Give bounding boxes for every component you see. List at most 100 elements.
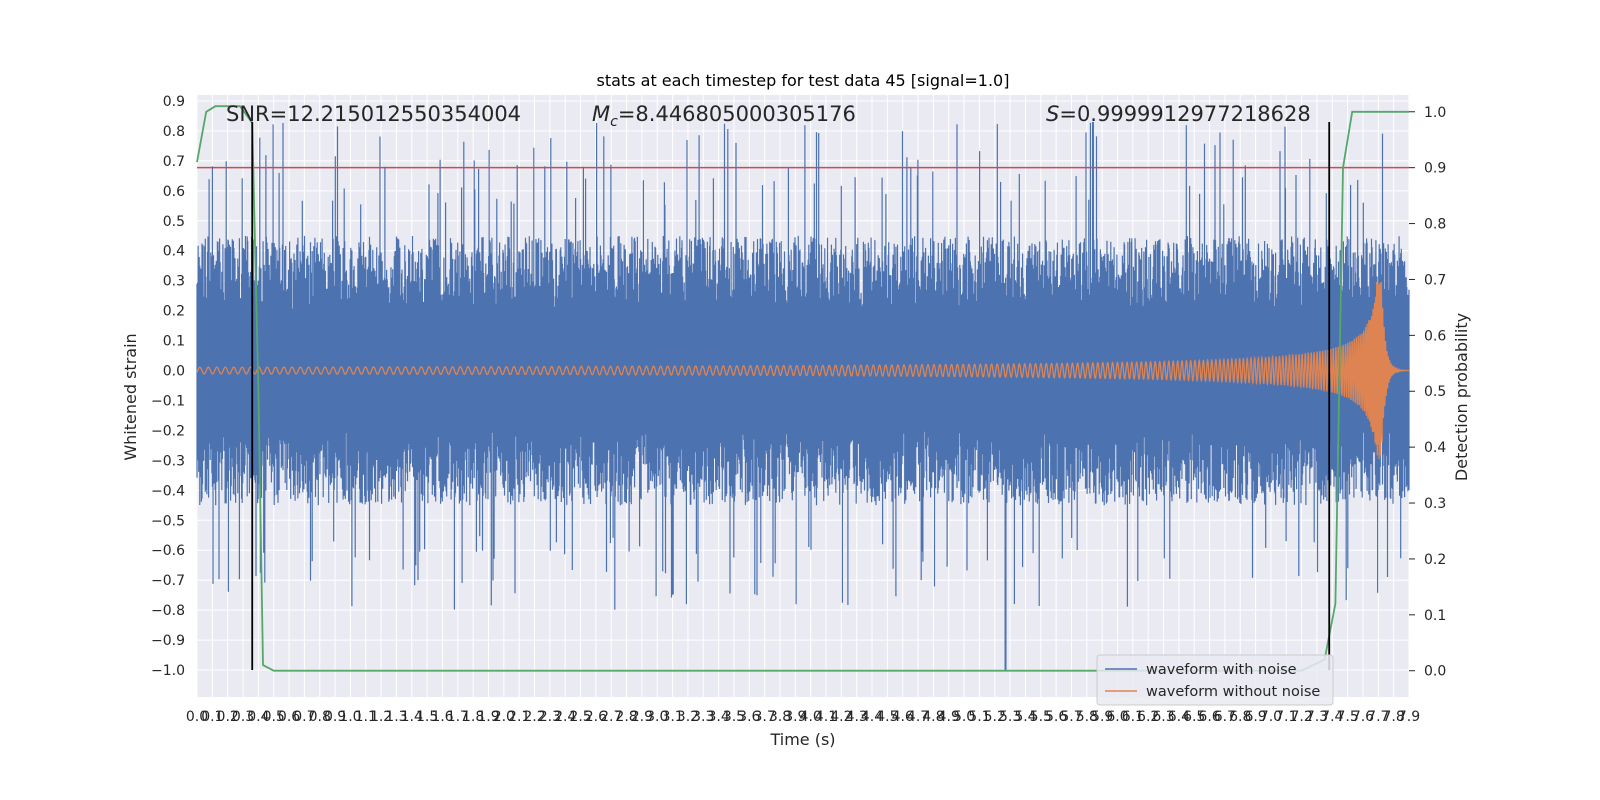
x-tick-label: 6.0 bbox=[1106, 709, 1128, 725]
x-tick-label: 3.5 bbox=[723, 709, 745, 725]
x-tick-label: 5.5 bbox=[1030, 709, 1052, 725]
x-tick-label: 6.7 bbox=[1214, 709, 1236, 725]
y2-tick-labels: 1.0 0.9 0.8 0.7 0.6 0.5 0.4 0.3 0.2 0.1 0.0 bbox=[1409, 105, 1446, 680]
x-tick-label: 0.8 bbox=[309, 709, 331, 725]
y2-tick-label: 0.9 bbox=[1424, 161, 1446, 177]
x-tick-label: 4.3 bbox=[846, 709, 868, 725]
x-tick-label: 0.4 bbox=[247, 709, 269, 725]
chart-title: stats at each timestep for test data 45 … bbox=[597, 71, 1010, 90]
x-tick-label: 0.3 bbox=[232, 709, 254, 725]
y-tick-label: −0.8 bbox=[151, 603, 185, 619]
x-tick-label: 3.1 bbox=[661, 709, 683, 725]
x-tick-label: 2.2 bbox=[523, 709, 545, 725]
legend-label-noise: waveform with noise bbox=[1146, 662, 1297, 678]
legend-label-clean: waveform without noise bbox=[1146, 684, 1320, 700]
y-tick-label: −0.2 bbox=[151, 423, 185, 439]
y-tick-label: 0.9 bbox=[163, 94, 185, 110]
x-tick-label: 7.2 bbox=[1290, 709, 1312, 725]
y-tick-label: 0.0 bbox=[163, 364, 185, 380]
x-tick-label: 6.5 bbox=[1183, 709, 1205, 725]
legend: waveform with noise waveform without noi… bbox=[1096, 654, 1334, 706]
x-tick-label: 3.2 bbox=[677, 709, 699, 725]
x-tick-label: 4.5 bbox=[876, 709, 898, 725]
x-tick-label: 5.1 bbox=[968, 709, 990, 725]
x-tick-label: 5.3 bbox=[999, 709, 1021, 725]
x-tick-label: 2.5 bbox=[569, 709, 591, 725]
y-tick-label: −0.4 bbox=[151, 483, 185, 499]
x-tick-label: 5.4 bbox=[1014, 709, 1036, 725]
y2-tick-label: 0.1 bbox=[1424, 608, 1446, 624]
x-tick-label: 7.4 bbox=[1321, 709, 1343, 725]
x-tick-labels: 0.00.10.20.30.40.50.60.70.80.91.01.11.21… bbox=[186, 709, 1420, 725]
x-tick-label: 1.3 bbox=[385, 709, 407, 725]
y2-tick-label: 0.2 bbox=[1424, 552, 1446, 568]
x-tick-label: 5.7 bbox=[1060, 709, 1082, 725]
x-tick-label: 2.7 bbox=[600, 709, 622, 725]
x-tick-label: 4.8 bbox=[922, 709, 944, 725]
x-tick-label: 1.2 bbox=[370, 709, 392, 725]
x-tick-label: 2.4 bbox=[554, 709, 576, 725]
x-tick-label: 4.7 bbox=[907, 709, 929, 725]
y2-tick-label: 0.6 bbox=[1424, 328, 1446, 344]
clean-waveform-line bbox=[196, 281, 1409, 460]
x-tick-label: 7.8 bbox=[1383, 709, 1405, 725]
y-tick-label: 0.5 bbox=[163, 214, 185, 230]
x-tick-label: 5.6 bbox=[1045, 709, 1067, 725]
legend-box bbox=[1096, 654, 1334, 706]
x-tick-label: 5.8 bbox=[1076, 709, 1098, 725]
x-tick-label: 6.8 bbox=[1229, 709, 1251, 725]
x-tick-label: 0.9 bbox=[324, 709, 346, 725]
x-tick-label: 3.4 bbox=[707, 709, 729, 725]
y-tick-label: 0.7 bbox=[163, 154, 185, 170]
x-tick-label: 2.9 bbox=[631, 709, 653, 725]
x-tick-label: 7.3 bbox=[1306, 709, 1328, 725]
y-tick-label: −0.9 bbox=[151, 633, 185, 649]
y2-tick-label: 0.7 bbox=[1424, 272, 1446, 288]
x-tick-label: 3.7 bbox=[754, 709, 776, 725]
x-tick-label: 5.0 bbox=[953, 709, 975, 725]
x-tick-label: 1.5 bbox=[416, 709, 438, 725]
x-tick-label: 0.7 bbox=[293, 709, 315, 725]
x-tick-label: 3.6 bbox=[738, 709, 760, 725]
x-tick-label: 1.1 bbox=[355, 709, 377, 725]
x-tick-label: 4.2 bbox=[830, 709, 852, 725]
x-tick-label: 7.9 bbox=[1398, 709, 1420, 725]
y2-tick-label: 0.0 bbox=[1424, 664, 1446, 680]
y-tick-label: 0.2 bbox=[163, 304, 185, 320]
y-tick-label: 0.4 bbox=[163, 244, 185, 260]
x-tick-label: 1.0 bbox=[339, 709, 361, 725]
y-tick-label: −0.7 bbox=[151, 573, 185, 589]
y2-axis-label: Detection probability bbox=[1452, 313, 1471, 481]
x-tick-label: 4.6 bbox=[892, 709, 914, 725]
x-tick-label: 1.9 bbox=[477, 709, 499, 725]
x-tick-label: 3.9 bbox=[784, 709, 806, 725]
x-tick-label: 0.1 bbox=[201, 709, 223, 725]
x-tick-label: 4.4 bbox=[861, 709, 883, 725]
x-tick-label: 0.6 bbox=[278, 709, 300, 725]
y-tick-label: 0.3 bbox=[163, 274, 185, 290]
y-axis-label: Whitened strain bbox=[121, 333, 140, 460]
y-tick-label: −1.0 bbox=[151, 663, 185, 679]
x-tick-label: 3.8 bbox=[769, 709, 791, 725]
x-tick-label: 5.2 bbox=[984, 709, 1006, 725]
y2-tick-label: 0.8 bbox=[1424, 217, 1446, 233]
x-tick-label: 0.2 bbox=[217, 709, 239, 725]
y2-tick-label: 0.3 bbox=[1424, 496, 1446, 512]
x-tick-label: 1.6 bbox=[431, 709, 453, 725]
x-tick-label: 4.0 bbox=[800, 709, 822, 725]
series-detection-probability bbox=[196, 105, 1409, 672]
y-tick-label: 0.8 bbox=[163, 124, 185, 140]
y-tick-label: −0.6 bbox=[151, 543, 185, 559]
x-tick-label: 1.4 bbox=[401, 709, 423, 725]
x-tick-label: 7.7 bbox=[1367, 709, 1389, 725]
x-tick-label: 6.9 bbox=[1244, 709, 1266, 725]
snr-annotation: SNR=12.215012550354004 bbox=[226, 102, 521, 126]
y-tick-label: −0.5 bbox=[151, 513, 185, 529]
y-tick-label: −0.1 bbox=[151, 393, 185, 409]
vertical-markers bbox=[251, 121, 1331, 671]
x-tick-label: 7.0 bbox=[1260, 709, 1282, 725]
y2-tick-label: 0.4 bbox=[1424, 440, 1446, 456]
y-tick-label: 0.6 bbox=[163, 184, 185, 200]
y2-tick-label: 1.0 bbox=[1424, 105, 1446, 121]
